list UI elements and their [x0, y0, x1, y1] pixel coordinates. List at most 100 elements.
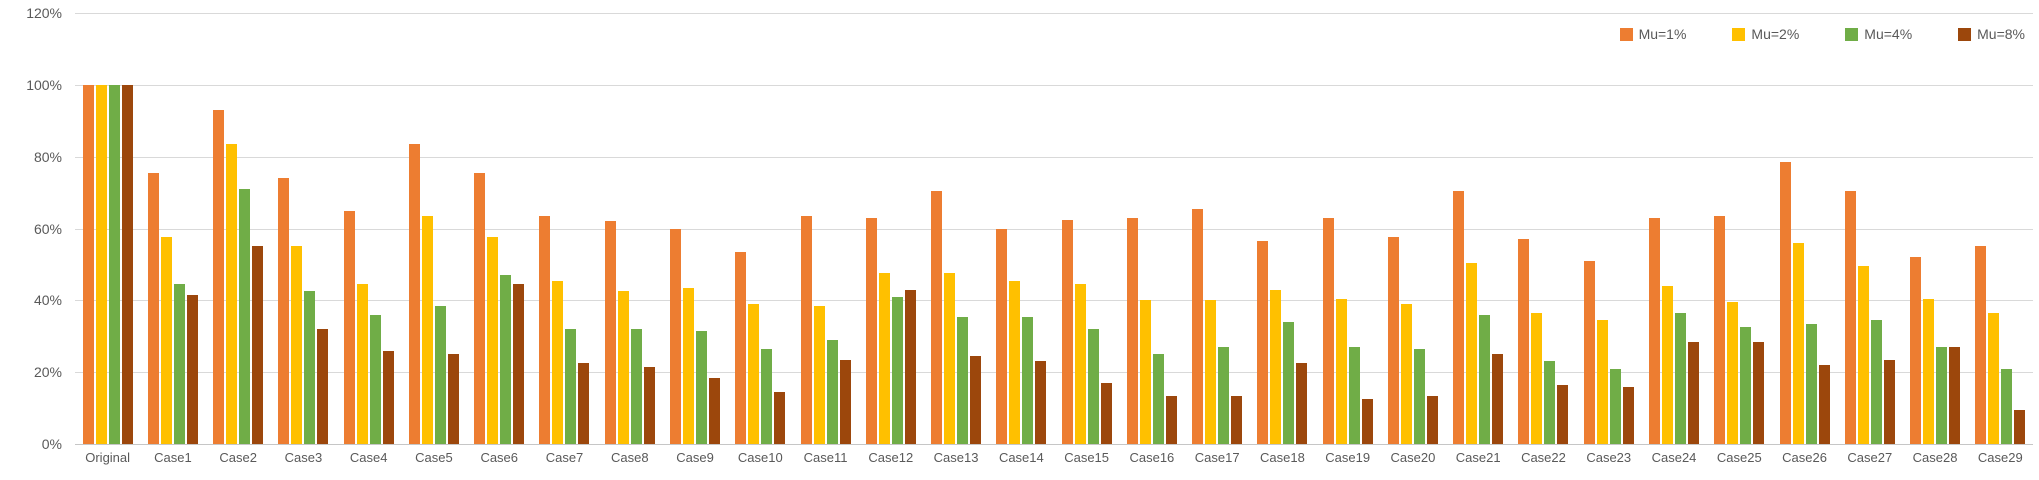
- bar-Case24-Mu=8%: [1688, 341, 1699, 444]
- bar-group-Case22: [1511, 13, 1576, 444]
- legend-item-Mu=8%: Mu=8%: [1958, 26, 2025, 42]
- bar-Case9-Mu=1%: [670, 228, 682, 444]
- bar-group-Case17: [1185, 13, 1250, 444]
- bar-Case15-Mu=4%: [1087, 329, 1099, 444]
- x-axis-label-Case20: Case20: [1390, 450, 1436, 465]
- x-axis-label-Case4: Case4: [349, 450, 388, 465]
- legend-swatch-icon: [1732, 27, 1746, 41]
- x-axis-label-Case12: Case12: [868, 450, 914, 465]
- bar-Case17-Mu=4%: [1218, 347, 1230, 444]
- legend-item-Mu=2%: Mu=2%: [1732, 26, 1799, 42]
- bar-group-Case25: [1707, 13, 1772, 444]
- bar-Case3-Mu=2%: [291, 246, 303, 444]
- bar-Case27-Mu=2%: [1857, 266, 1869, 444]
- bar-group-Case16: [1119, 13, 1184, 444]
- bar-Case6-Mu=4%: [500, 275, 512, 444]
- legend-item-Mu=1%: Mu=1%: [1619, 26, 1686, 42]
- bar-Case21-Mu=8%: [1492, 354, 1504, 444]
- bar-Case5-Mu=4%: [434, 305, 446, 444]
- bar-Case23-Mu=2%: [1596, 320, 1608, 444]
- bar-Case2-Mu=4%: [239, 189, 251, 444]
- bar-Original-Mu=4%: [108, 84, 120, 444]
- bar-Original-Mu=2%: [95, 84, 107, 444]
- bar-Case4-Mu=2%: [356, 284, 368, 444]
- bar-Case16-Mu=2%: [1139, 300, 1151, 444]
- bar-Case10-Mu=1%: [735, 251, 747, 444]
- x-axis-label-Case18: Case18: [1260, 450, 1305, 465]
- bar-Case14-Mu=4%: [1022, 316, 1034, 444]
- bar-Case28-Mu=1%: [1910, 257, 1922, 444]
- bar-Case14-Mu=1%: [996, 228, 1008, 444]
- bar-group-Case28: [1902, 13, 1967, 444]
- bar-Case23-Mu=1%: [1583, 260, 1595, 444]
- x-axis-label-Case1: Case1: [154, 450, 192, 465]
- bar-Case19-Mu=2%: [1335, 298, 1347, 444]
- bar-Case4-Mu=1%: [343, 210, 355, 444]
- legend-swatch-icon: [1619, 27, 1633, 41]
- bar-Case1-Mu=2%: [160, 237, 172, 444]
- bar-group-Case18: [1250, 13, 1315, 444]
- bar-Case6-Mu=8%: [513, 284, 525, 444]
- bar-Case1-Mu=8%: [186, 294, 198, 444]
- x-axis-label-Case11: Case11: [803, 450, 848, 465]
- bar-Case22-Mu=2%: [1531, 312, 1543, 444]
- bar-group-Case5: [401, 13, 466, 444]
- bar-Case1-Mu=4%: [173, 284, 185, 444]
- bar-Case9-Mu=8%: [709, 377, 721, 444]
- bar-group-Case29: [1968, 13, 2033, 444]
- x-axis-label-Case3: Case3: [284, 450, 323, 465]
- bar-Case13-Mu=4%: [957, 316, 969, 444]
- x-axis-label-Case15: Case15: [1064, 450, 1110, 465]
- bar-Case25-Mu=1%: [1714, 215, 1726, 444]
- bar-Case11-Mu=2%: [813, 305, 825, 444]
- bar-Case24-Mu=4%: [1675, 312, 1686, 444]
- y-axis-tick-label: 120%: [26, 5, 62, 21]
- bar-group-Case8: [597, 13, 662, 444]
- bar-Case18-Mu=4%: [1283, 321, 1295, 444]
- legend: Mu=1% Mu=2% Mu=4% Mu=8%: [1619, 26, 2025, 42]
- bar-Case18-Mu=2%: [1270, 289, 1282, 444]
- bar-group-Case19: [1315, 13, 1380, 444]
- bar-Case20-Mu=8%: [1426, 395, 1438, 444]
- x-axis-label-Case19: Case19: [1325, 450, 1371, 465]
- bar-Case20-Mu=2%: [1400, 303, 1412, 444]
- bar-Case4-Mu=8%: [382, 350, 394, 444]
- bar-Case6-Mu=1%: [474, 172, 486, 444]
- bar-Case18-Mu=1%: [1257, 241, 1269, 444]
- x-axis-label-Case5: Case5: [415, 450, 453, 465]
- bar-Case13-Mu=1%: [931, 190, 943, 444]
- y-axis-tick-label: 40%: [33, 292, 62, 309]
- y-axis-tick-label: 80%: [33, 148, 62, 165]
- bar-Case7-Mu=2%: [552, 280, 564, 444]
- x-axis-label-Case6: Case6: [480, 450, 519, 465]
- bar-group-Case15: [1054, 13, 1119, 444]
- bar-Case8-Mu=4%: [630, 329, 642, 444]
- x-axis-label-Case25: Case25: [1716, 450, 1762, 465]
- bar-Case20-Mu=4%: [1413, 348, 1425, 444]
- bar-group-Case21: [1446, 13, 1511, 444]
- bar-Case1-Mu=1%: [147, 172, 159, 444]
- bar-group-Case24: [1641, 13, 1706, 444]
- bar-Case18-Mu=8%: [1296, 363, 1308, 444]
- legend-label: Mu=4%: [1864, 26, 1913, 42]
- x-axis-label-Case27: Case27: [1847, 450, 1893, 465]
- bar-Case27-Mu=1%: [1844, 190, 1856, 444]
- bar-Case26-Mu=4%: [1805, 323, 1817, 444]
- bar-Case15-Mu=1%: [1061, 219, 1073, 444]
- bar-group-Case6: [467, 13, 532, 444]
- bar-Case29-Mu=1%: [1975, 246, 1987, 444]
- bar-Case16-Mu=8%: [1165, 395, 1177, 444]
- x-axis-label-Case14: Case14: [998, 450, 1044, 465]
- bar-Case3-Mu=4%: [304, 291, 316, 444]
- gridline-0%: [75, 444, 2033, 445]
- bar-Case23-Mu=8%: [1622, 386, 1634, 444]
- x-axis-label-Case10: Case10: [737, 450, 783, 465]
- bar-Case7-Mu=8%: [578, 363, 590, 444]
- bar-Case22-Mu=4%: [1544, 361, 1556, 444]
- bar-Case19-Mu=1%: [1322, 217, 1334, 444]
- x-axis-label-Case16: Case16: [1129, 450, 1175, 465]
- bar-Case9-Mu=4%: [696, 330, 708, 444]
- bar-Case3-Mu=1%: [278, 178, 290, 444]
- bar-Case3-Mu=8%: [317, 329, 329, 444]
- bar-group-Case7: [532, 13, 597, 444]
